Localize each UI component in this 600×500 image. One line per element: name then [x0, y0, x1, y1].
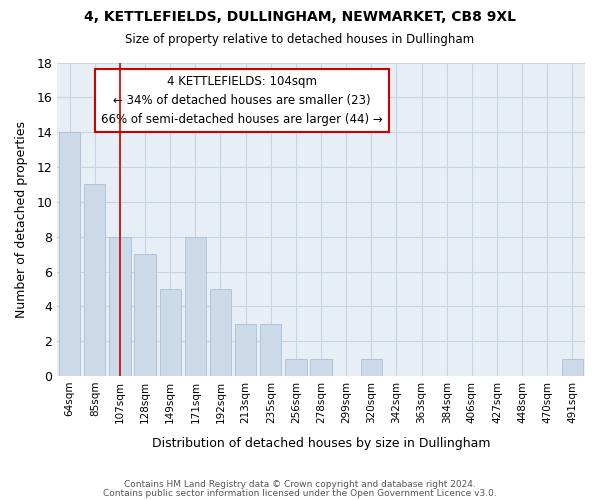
X-axis label: Distribution of detached houses by size in Dullingham: Distribution of detached houses by size … [152, 437, 490, 450]
Y-axis label: Number of detached properties: Number of detached properties [15, 121, 28, 318]
Bar [160, 289, 181, 376]
Bar [361, 358, 382, 376]
Bar [235, 324, 256, 376]
Text: Size of property relative to detached houses in Dullingham: Size of property relative to detached ho… [125, 32, 475, 46]
Text: 4 KETTLEFIELDS: 104sqm
← 34% of detached houses are smaller (23)
66% of semi-det: 4 KETTLEFIELDS: 104sqm ← 34% of detached… [101, 75, 383, 126]
Text: Contains public sector information licensed under the Open Government Licence v3: Contains public sector information licen… [103, 488, 497, 498]
Bar [285, 358, 307, 376]
Bar [310, 358, 332, 376]
Bar [109, 236, 131, 376]
Bar [562, 358, 583, 376]
Bar [84, 184, 106, 376]
Bar [185, 236, 206, 376]
Bar [134, 254, 156, 376]
Text: 4, KETTLEFIELDS, DULLINGHAM, NEWMARKET, CB8 9XL: 4, KETTLEFIELDS, DULLINGHAM, NEWMARKET, … [84, 10, 516, 24]
Text: Contains HM Land Registry data © Crown copyright and database right 2024.: Contains HM Land Registry data © Crown c… [124, 480, 476, 489]
Bar [210, 289, 231, 376]
Bar [59, 132, 80, 376]
Bar [260, 324, 281, 376]
